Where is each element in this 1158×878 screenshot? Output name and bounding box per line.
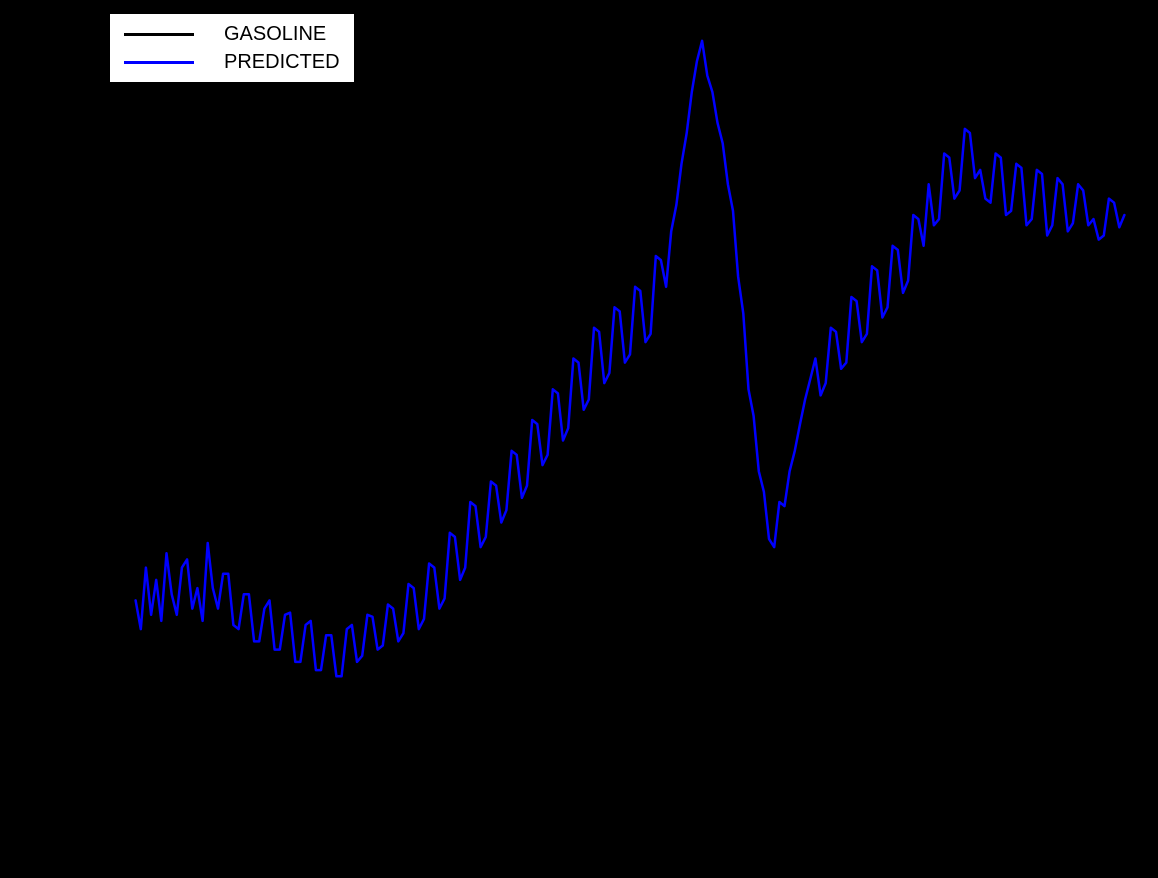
legend-line-sample — [124, 61, 194, 64]
series-predicted — [136, 41, 1125, 677]
legend-label: PREDICTED — [224, 51, 340, 74]
legend-item-gasoline: GASOLINE — [124, 20, 340, 48]
legend-line-sample — [124, 33, 194, 36]
legend-item-predicted: PREDICTED — [124, 48, 340, 76]
series-gasoline — [136, 51, 1125, 670]
line-chart — [0, 0, 1158, 878]
chart-legend: GASOLINE PREDICTED — [108, 12, 356, 84]
legend-label: GASOLINE — [224, 23, 326, 46]
chart-svg — [0, 0, 1158, 878]
